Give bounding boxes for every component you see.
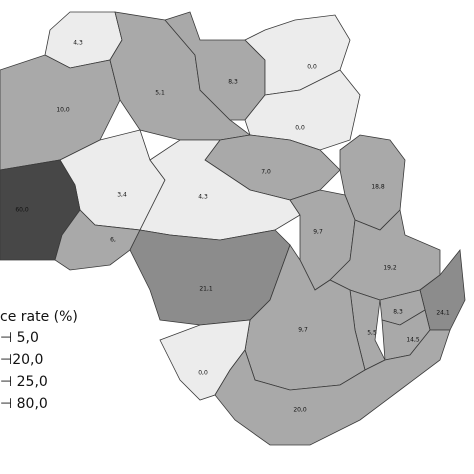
region-label: 24,1 [436,310,450,317]
legend: ce rate (%) ⊣ 5,0 ⊣20,0 ⊣ 25,0 ⊣ 80,0 [0,309,78,412]
region-label: 14,5 [406,337,420,344]
legend-item: ⊣ 25,0 [0,374,48,390]
region-labels: 4,3 10,0 5,1 8,3 0,0 0,0 7,0 18,8 3,4 4,3 60,0 6, 9,… [15,40,450,414]
region-label: 0,0 [307,64,317,71]
region [214,329,451,446]
region-label: 20,0 [293,407,307,414]
region-label: 5,5 [367,330,377,337]
region-label: 6, [110,237,116,244]
region-label: 8,3 [228,79,238,86]
region-label: 19,2 [383,265,397,272]
legend-item: ⊣ 80,0 [0,396,48,412]
legend-item: ⊣20,0 [0,352,43,368]
region-label: 0,0 [198,370,208,377]
region-label: 4,3 [73,40,83,47]
region-label: 10,0 [56,107,70,114]
region-label: 60,0 [15,207,29,214]
region-label: 9,7 [313,229,323,236]
region-label: 7,0 [261,169,271,176]
legend-title: ce rate (%) [0,309,78,325]
region [139,139,301,241]
region-label: 9,7 [298,327,308,334]
region-label: 5,1 [155,90,165,97]
legend-item: ⊣ 5,0 [0,330,39,346]
region-label: 8,3 [393,309,403,316]
region-label: 3,4 [117,192,127,199]
region-label: 21,1 [199,286,213,293]
region [244,14,351,96]
region-label: 4,3 [198,194,208,201]
region-label: 0,0 [295,125,305,132]
region [244,69,361,151]
region-label: 18,8 [371,184,385,191]
regions [0,11,466,446]
